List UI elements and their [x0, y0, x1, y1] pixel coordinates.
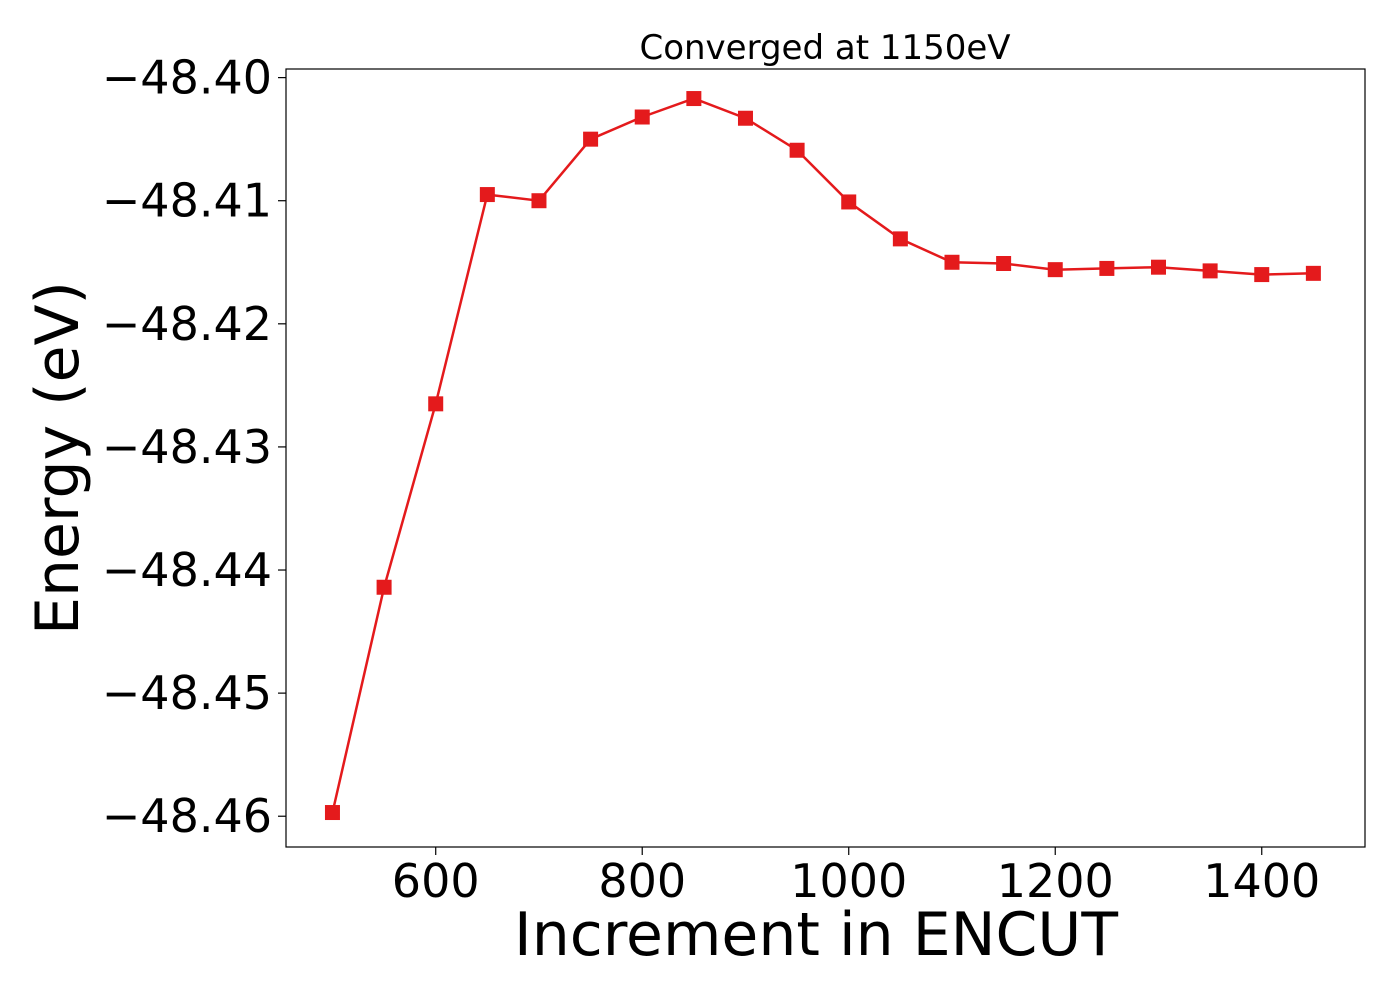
data-point [1254, 267, 1270, 283]
x-tick-label: 600 [392, 854, 480, 908]
data-point [1150, 259, 1166, 275]
x-tick-label: 800 [598, 854, 686, 908]
x-axis-label: Increment in ENCUT [514, 900, 1118, 970]
y-tick-label: −48.41 [102, 174, 272, 228]
y-tick-label: −48.45 [102, 666, 272, 720]
data-point [634, 109, 650, 125]
data-point [428, 396, 444, 412]
x-tick-label: 1400 [1203, 854, 1320, 908]
data-point [1305, 265, 1321, 281]
y-tick-label: −48.43 [102, 420, 272, 474]
data-point [376, 579, 392, 595]
y-axis: −48.40 −48.41 −48.42 −48.43 −48.44 −48.45 −48.… [102, 51, 286, 843]
data-point [996, 256, 1012, 271]
chart-title: Converged at 1150eV [639, 28, 1010, 68]
data-point [789, 142, 805, 158]
y-tick-label: −48.46 [102, 789, 272, 843]
data-point [1099, 260, 1115, 276]
data-point [324, 805, 340, 821]
data-point [1047, 262, 1063, 278]
y-tick-label: −48.42 [102, 297, 272, 351]
y-tick-label: −48.44 [102, 543, 272, 597]
data-point [1202, 263, 1218, 279]
series-line [331, 97, 1314, 813]
x-axis: 600 800 1000 1200 1400 [392, 847, 1320, 908]
plot-area [285, 68, 1366, 848]
data-point [841, 194, 857, 210]
x-tick-label: 1200 [997, 854, 1114, 908]
data-point [479, 187, 495, 203]
data-point [892, 231, 908, 247]
data-point [531, 193, 547, 209]
data-point [686, 91, 702, 107]
y-axis-label: Energy (eV) [23, 281, 93, 635]
data-point [737, 110, 753, 126]
y-tick-label: −48.40 [102, 51, 272, 105]
data-point [583, 131, 599, 147]
x-tick-label: 1000 [790, 854, 907, 908]
data-point [944, 254, 960, 270]
series-energy [324, 91, 1321, 821]
